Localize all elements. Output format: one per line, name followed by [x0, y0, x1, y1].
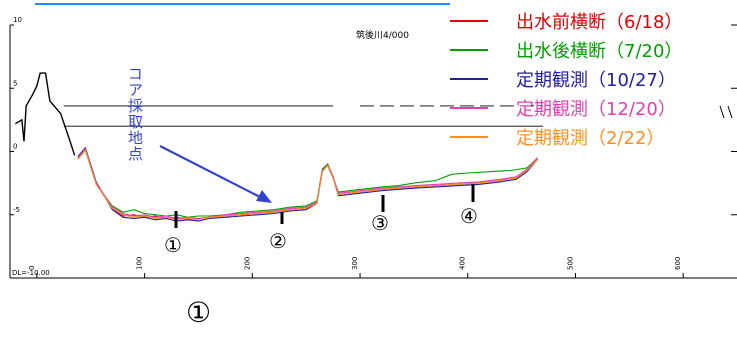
right-edge-mark [719, 105, 733, 119]
marker-1: ① [164, 233, 182, 257]
y-tick-label-0: 10 [13, 16, 22, 24]
station-label: 筑後川4/000 [356, 31, 409, 41]
legend-item-0: 出水前横断（6/18） [450, 6, 682, 35]
legend-item-4: 定期観測（2/22） [450, 122, 682, 151]
marker-3: ③ [371, 211, 389, 235]
x-tick-label-2: 200 [243, 257, 251, 270]
legend-item-1: 出水後横断（7/20） [450, 35, 682, 64]
left-levee-outline [15, 72, 76, 156]
legend-swatch-1 [450, 48, 488, 51]
x-tick-label-5: 500 [566, 257, 574, 270]
series-line-1 [77, 149, 539, 218]
x-tick-label-0: 0 [28, 266, 36, 270]
core-arrow-shaft [159, 145, 263, 199]
legend: 出水前横断（6/18） 出水後横断（7/20） 定期観測（10/27） 定期観測… [450, 6, 682, 151]
marker-4: ④ [460, 204, 478, 228]
big-marker-1: ① [186, 296, 212, 329]
x-tick-label-1: 100 [136, 257, 144, 270]
legend-label-3: 定期観測（12/20） [516, 98, 676, 120]
datum-label: DL=-10.00 [12, 269, 50, 277]
legend-item-3: 定期観測（12/20） [450, 93, 682, 122]
y-tick-label-3: -5 [13, 206, 20, 214]
y-tick-label-2: 0 [13, 143, 17, 151]
x-tick-label-4: 400 [459, 257, 467, 270]
legend-label-0: 出水前横断（6/18） [516, 11, 683, 33]
series-line-2 [77, 146, 539, 222]
legend-label-1: 出水後横断（7/20） [516, 40, 683, 62]
legend-label-4: 定期観測（2/22） [516, 127, 665, 149]
series-line-3 [77, 147, 539, 220]
core-sampling-label: コア採取地点 [126, 66, 144, 162]
legend-swatch-4 [450, 135, 488, 138]
legend-swatch-3 [450, 106, 488, 109]
legend-swatch-2 [450, 77, 488, 80]
marker-2: ② [269, 229, 287, 253]
y-tick-label-1: 5 [13, 79, 17, 87]
core-arrow-head [256, 190, 272, 203]
x-tick-label-6: 600 [674, 257, 682, 270]
legend-label-2: 定期観測（10/27） [516, 69, 676, 91]
legend-item-2: 定期観測（10/27） [450, 64, 682, 93]
x-tick-label-3: 300 [351, 257, 359, 270]
legend-swatch-0 [450, 19, 488, 22]
series-line-4 [77, 149, 539, 221]
